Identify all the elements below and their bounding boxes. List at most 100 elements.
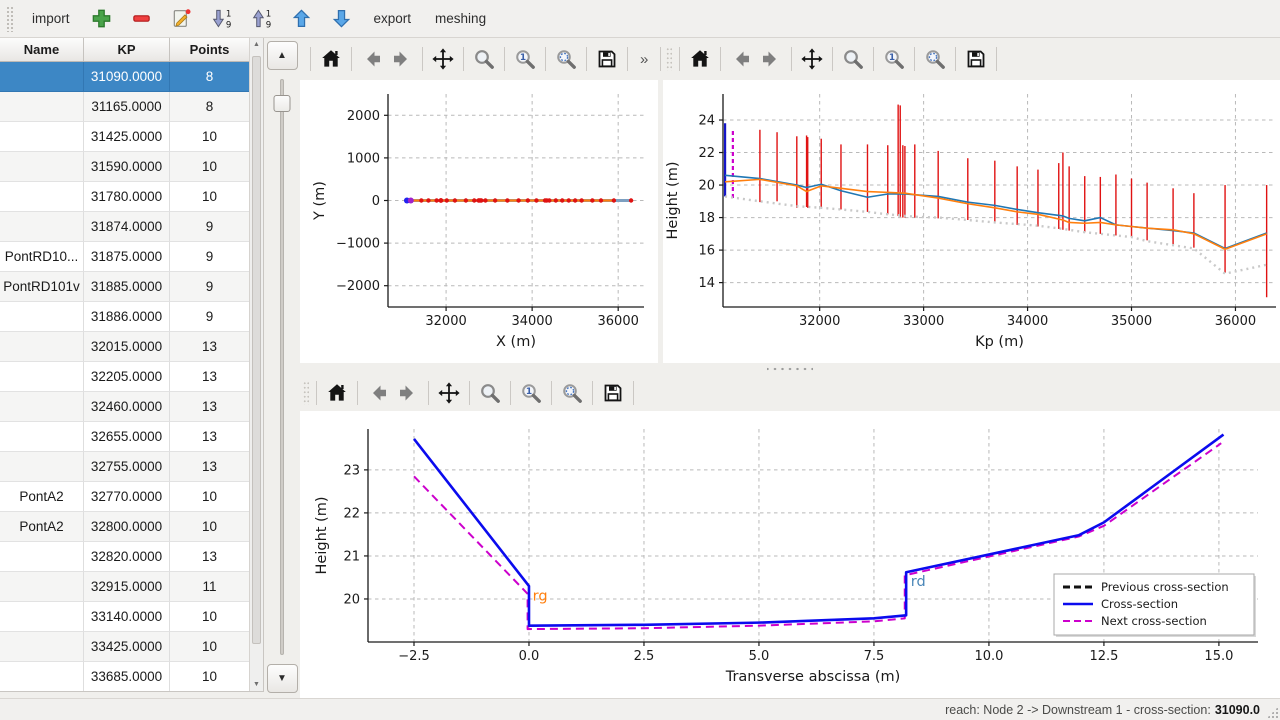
kp-cell[interactable]: 32820.0000 bbox=[84, 542, 170, 572]
column-header-name[interactable]: Name bbox=[0, 38, 84, 61]
points-cell[interactable]: 10 bbox=[170, 662, 250, 691]
move-down-button[interactable] bbox=[327, 4, 357, 34]
table-scrollbar[interactable]: ▲ ▼ bbox=[249, 38, 263, 691]
name-cell[interactable] bbox=[0, 602, 84, 632]
previous-section-button[interactable]: ▲ bbox=[266, 41, 298, 70]
pan-button[interactable] bbox=[797, 44, 827, 74]
kp-cell[interactable]: 32800.0000 bbox=[84, 512, 170, 542]
kp-cell[interactable]: 31425.0000 bbox=[84, 122, 170, 152]
forward-button[interactable] bbox=[393, 378, 423, 408]
save-button[interactable] bbox=[592, 44, 622, 74]
table-row[interactable]: 32915.0000 11 bbox=[0, 572, 250, 602]
kp-cell[interactable]: 31090.0000 bbox=[84, 62, 170, 92]
table-row[interactable]: 31090.0000 8 bbox=[0, 62, 250, 92]
table-row[interactable]: 33425.0000 10 bbox=[0, 632, 250, 662]
points-cell[interactable]: 10 bbox=[170, 602, 250, 632]
kp-cell[interactable]: 31874.0000 bbox=[84, 212, 170, 242]
scrollbar-down-icon[interactable]: ▼ bbox=[253, 681, 260, 688]
zoom-one-button[interactable]: 1 bbox=[510, 44, 540, 74]
pan-button[interactable] bbox=[428, 44, 458, 74]
longitudinal-profile-chart[interactable]: 32000 33000 34000 35000 36000 14 16 18 20 22 24 Kp … bbox=[663, 80, 1280, 363]
table-row[interactable]: PontRD101v 31885.0000 9 bbox=[0, 272, 250, 302]
points-cell[interactable]: 10 bbox=[170, 182, 250, 212]
name-cell[interactable]: PontA2 bbox=[0, 482, 84, 512]
scrollbar-up-icon[interactable]: ▲ bbox=[253, 41, 260, 48]
cross-section-chart[interactable]: rg rd −2.5 0.0 2.5 5.0 7.5 10.0 12.5 15.0 20 21 22 23… bbox=[300, 411, 1280, 698]
kp-cell[interactable]: 31165.0000 bbox=[84, 92, 170, 122]
save-button[interactable] bbox=[598, 378, 628, 408]
points-cell[interactable]: 10 bbox=[170, 482, 250, 512]
points-cell[interactable]: 8 bbox=[170, 62, 250, 92]
table-row[interactable]: 32460.0000 13 bbox=[0, 392, 250, 422]
points-cell[interactable]: 9 bbox=[170, 272, 250, 302]
splitter-handle[interactable] bbox=[300, 363, 1280, 375]
name-cell[interactable] bbox=[0, 152, 84, 182]
home-button[interactable] bbox=[685, 44, 715, 74]
points-cell[interactable]: 13 bbox=[170, 332, 250, 362]
table-row[interactable]: 31874.0000 9 bbox=[0, 212, 250, 242]
plan-view-chart[interactable]: 32000 34000 36000 −2000 −1000 0 1000 2000 X (m) Y… bbox=[300, 80, 658, 363]
table-row[interactable]: 31780.0000 10 bbox=[0, 182, 250, 212]
kp-cell[interactable]: 32460.0000 bbox=[84, 392, 170, 422]
zoom-fit-button[interactable] bbox=[557, 378, 587, 408]
home-button[interactable] bbox=[316, 44, 346, 74]
points-cell[interactable]: 13 bbox=[170, 422, 250, 452]
back-button[interactable] bbox=[363, 378, 393, 408]
table-row[interactable]: 32820.0000 13 bbox=[0, 542, 250, 572]
remove-section-button[interactable] bbox=[127, 4, 157, 34]
kp-cell[interactable]: 32655.0000 bbox=[84, 422, 170, 452]
edit-section-button[interactable] bbox=[167, 4, 197, 34]
meshing-button[interactable]: meshing bbox=[435, 11, 487, 26]
toolbar-drag-handle[interactable] bbox=[666, 47, 672, 71]
kp-cell[interactable]: 32770.0000 bbox=[84, 482, 170, 512]
zoom-button[interactable] bbox=[838, 44, 868, 74]
table-row[interactable]: 32655.0000 13 bbox=[0, 422, 250, 452]
points-cell[interactable]: 10 bbox=[170, 152, 250, 182]
table-row[interactable]: PontA2 32800.0000 10 bbox=[0, 512, 250, 542]
zoom-button[interactable] bbox=[475, 378, 505, 408]
next-section-button[interactable]: ▼ bbox=[266, 664, 298, 693]
name-cell[interactable]: PontRD10... bbox=[0, 242, 84, 272]
home-button[interactable] bbox=[322, 378, 352, 408]
points-cell[interactable]: 10 bbox=[170, 122, 250, 152]
name-cell[interactable] bbox=[0, 632, 84, 662]
name-cell[interactable] bbox=[0, 302, 84, 332]
points-cell[interactable]: 10 bbox=[170, 512, 250, 542]
points-cell[interactable]: 9 bbox=[170, 242, 250, 272]
table-row[interactable]: 31886.0000 9 bbox=[0, 302, 250, 332]
points-cell[interactable]: 13 bbox=[170, 392, 250, 422]
scrollbar-track[interactable] bbox=[250, 51, 263, 678]
column-header-points[interactable]: Points bbox=[170, 38, 250, 61]
pan-button[interactable] bbox=[434, 378, 464, 408]
zoom-one-button[interactable]: 1 bbox=[879, 44, 909, 74]
points-cell[interactable]: 13 bbox=[170, 452, 250, 482]
points-cell[interactable]: 9 bbox=[170, 302, 250, 332]
kp-cell[interactable]: 31886.0000 bbox=[84, 302, 170, 332]
table-row[interactable]: PontRD10... 31875.0000 9 bbox=[0, 242, 250, 272]
table-row[interactable]: PontA2 32770.0000 10 bbox=[0, 482, 250, 512]
zoom-button[interactable] bbox=[469, 44, 499, 74]
save-button[interactable] bbox=[961, 44, 991, 74]
kp-cell[interactable]: 33685.0000 bbox=[84, 662, 170, 691]
zoom-one-button[interactable]: 1 bbox=[516, 378, 546, 408]
forward-button[interactable] bbox=[756, 44, 786, 74]
table-row[interactable]: 31425.0000 10 bbox=[0, 122, 250, 152]
kp-cell[interactable]: 32915.0000 bbox=[84, 572, 170, 602]
name-cell[interactable] bbox=[0, 422, 84, 452]
column-header-kp[interactable]: KP bbox=[84, 38, 170, 61]
toolbar-drag-handle[interactable] bbox=[303, 381, 309, 405]
kp-cell[interactable]: 32015.0000 bbox=[84, 332, 170, 362]
name-cell[interactable] bbox=[0, 332, 84, 362]
name-cell[interactable] bbox=[0, 182, 84, 212]
toolbar-drag-handle[interactable] bbox=[6, 5, 14, 32]
table-row[interactable]: 32015.0000 13 bbox=[0, 332, 250, 362]
slider-handle[interactable] bbox=[273, 95, 291, 112]
name-cell[interactable] bbox=[0, 362, 84, 392]
name-cell[interactable] bbox=[0, 62, 84, 92]
resize-grip[interactable] bbox=[1267, 707, 1278, 718]
kp-cell[interactable]: 33140.0000 bbox=[84, 602, 170, 632]
back-button[interactable] bbox=[726, 44, 756, 74]
kp-cell[interactable]: 31885.0000 bbox=[84, 272, 170, 302]
